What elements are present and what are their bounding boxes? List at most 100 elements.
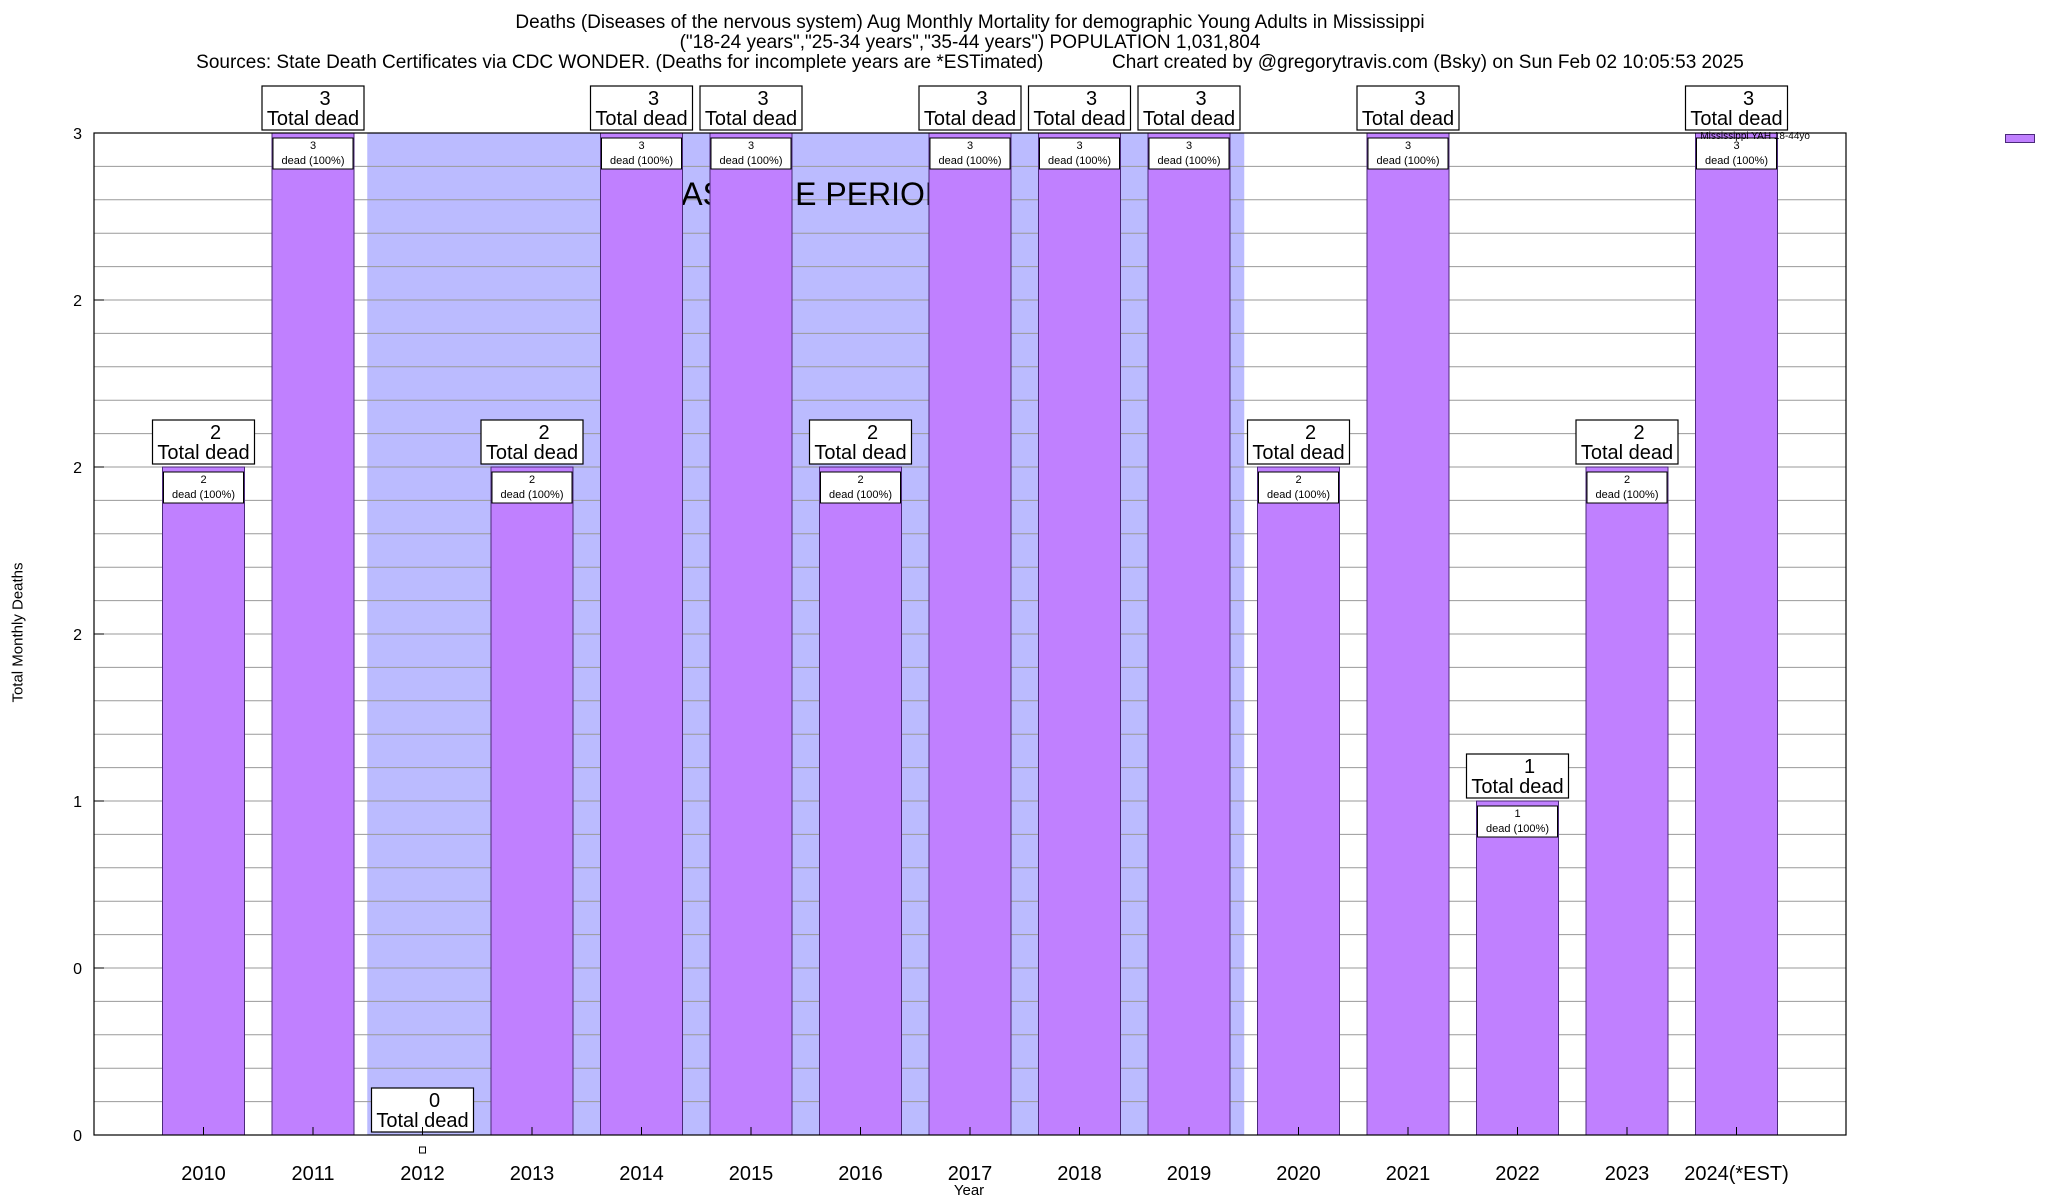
x-tick-label: 2013 <box>510 1163 555 1185</box>
total-label-value: 1 <box>1524 756 1535 778</box>
y-tick-label: 0 <box>73 1128 82 1145</box>
y-tick-label: 3 <box>73 126 82 143</box>
bar-value-label: 2 <box>857 474 863 486</box>
x-tick-label: 2019 <box>1167 1163 1212 1185</box>
total-label-value: 2 <box>1305 422 1316 444</box>
bar <box>271 132 355 1136</box>
x-tick-label: 2022 <box>1495 1163 1540 1185</box>
x-tick-label: 2017 <box>948 1163 993 1185</box>
total-label-text: Total dead <box>1252 442 1344 464</box>
total-label-value: 3 <box>319 88 330 110</box>
total-label-box <box>261 85 365 131</box>
bar-value-label: 2 <box>200 474 206 486</box>
bar-value-label: 3 <box>748 140 754 152</box>
total-label-text: Total dead <box>1690 108 1782 130</box>
total-label-box <box>1465 753 1570 799</box>
bar-value-label-box <box>272 137 354 170</box>
bar-value-label-box <box>1258 471 1339 504</box>
total-label-box <box>1575 419 1679 465</box>
total-label-value: 3 <box>1743 88 1754 110</box>
bar-value-label: dead (100%) <box>1486 823 1549 835</box>
bar-value-label: 3 <box>310 140 316 152</box>
bar-value-label-box <box>1586 471 1668 504</box>
x-tick-label: 2018 <box>1057 1163 1102 1185</box>
total-label-text: Total dead <box>924 108 1016 130</box>
total-label-box <box>589 85 694 131</box>
y-tick-label: 2 <box>73 460 82 477</box>
bar-value-label: dead (100%) <box>1377 155 1440 167</box>
bar-value-label: dead (100%) <box>172 489 235 501</box>
zero-marker <box>419 1146 426 1154</box>
x-tick-label: 2015 <box>729 1163 774 1185</box>
total-label-text: Total dead <box>1471 776 1563 798</box>
total-label-value: 2 <box>1633 422 1644 444</box>
total-label-box <box>1356 85 1460 131</box>
legend-label: Mississippi YAH 18-44yo <box>1700 131 1810 142</box>
total-label-text: Total dead <box>1033 108 1125 130</box>
x-tick-label: 2016 <box>838 1163 883 1185</box>
bar <box>928 132 1012 1136</box>
total-label-box <box>1027 85 1132 131</box>
bar-value-label: dead (100%) <box>1705 155 1768 167</box>
bar-value-label: dead (100%) <box>1158 155 1221 167</box>
y-axis-label: Total Monthly Deaths <box>9 562 27 703</box>
bar-value-label-box <box>1367 137 1449 170</box>
bar-value-label: dead (100%) <box>282 155 345 167</box>
bar-value-label: 3 <box>967 140 973 152</box>
bar-value-label: 3 <box>1733 140 1739 152</box>
bar <box>819 466 902 1136</box>
total-label-text: Total dead <box>595 108 687 130</box>
bar <box>162 466 245 1136</box>
total-label-box <box>151 419 256 465</box>
x-tick-label: 2023 <box>1605 1163 1650 1185</box>
bar-value-label-box <box>1039 137 1120 170</box>
y-tick-label: 1 <box>73 794 82 811</box>
total-label-value: 2 <box>538 422 549 444</box>
x-tick-label: 2021 <box>1386 1163 1431 1185</box>
total-label-text: Total dead <box>1581 442 1673 464</box>
total-label-value: 3 <box>757 88 768 110</box>
x-tick-label: 2014 <box>619 1163 664 1185</box>
baseline-period-label: BASELINE PERIOD <box>660 176 948 212</box>
x-tick-label: 2011 <box>291 1163 334 1185</box>
bar-value-label: 3 <box>638 140 644 152</box>
bar-value-label: dead (100%) <box>1596 489 1659 501</box>
bar-value-label: dead (100%) <box>1048 155 1111 167</box>
bar <box>490 466 574 1136</box>
total-label-value: 3 <box>1414 88 1425 110</box>
total-label-value: 3 <box>1195 88 1206 110</box>
x-axis-label: Year <box>953 1182 985 1199</box>
x-tick-label: 2024(*EST) <box>1684 1163 1789 1185</box>
total-label-text: Total dead <box>705 108 797 130</box>
bar <box>1585 466 1669 1136</box>
y-tick-label: 0 <box>73 961 82 978</box>
total-label-value: 3 <box>976 88 987 110</box>
total-label-box <box>918 85 1022 131</box>
bar-value-label-box <box>929 137 1011 170</box>
bar-value-label: dead (100%) <box>720 155 783 167</box>
total-label-value: 2 <box>867 422 878 444</box>
legend-swatch <box>2005 134 2035 143</box>
total-label-box <box>480 419 584 465</box>
total-label-value: 0 <box>429 1090 440 1112</box>
x-tick-label: 2020 <box>1276 1163 1321 1185</box>
total-label-box <box>1246 419 1351 465</box>
bar-value-label: dead (100%) <box>829 489 892 501</box>
bar-value-label: dead (100%) <box>939 155 1002 167</box>
bar-value-label-box <box>601 137 682 170</box>
bar <box>1695 132 1778 1136</box>
bar-value-label: 3 <box>1405 140 1411 152</box>
bar-value-label-box <box>1148 137 1230 170</box>
bar-value-label: dead (100%) <box>1267 489 1330 501</box>
x-tick-label: 2010 <box>181 1163 226 1185</box>
total-label-text: Total dead <box>1362 108 1454 130</box>
bar-value-label: 2 <box>529 474 535 486</box>
total-label-box <box>1684 85 1789 131</box>
total-label-box <box>1137 85 1241 131</box>
chart-subtitle: ("18-24 years","25-34 years","35-44 year… <box>679 32 1261 53</box>
bar <box>1257 466 1340 1136</box>
bar <box>600 132 683 1136</box>
bar-value-label-box <box>1477 805 1558 838</box>
total-label-value: 3 <box>1086 88 1097 110</box>
